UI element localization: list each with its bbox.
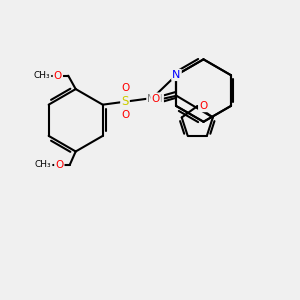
Text: O: O [152,94,160,104]
Text: N: N [172,70,181,80]
Text: NH: NH [147,94,163,104]
Text: O: O [121,83,129,93]
Text: CH₃: CH₃ [33,71,50,80]
Text: S: S [121,95,129,108]
Text: CH₃: CH₃ [35,160,51,169]
Text: O: O [199,101,207,111]
Text: O: O [54,71,62,81]
Text: O: O [55,160,64,170]
Text: O: O [121,110,129,120]
